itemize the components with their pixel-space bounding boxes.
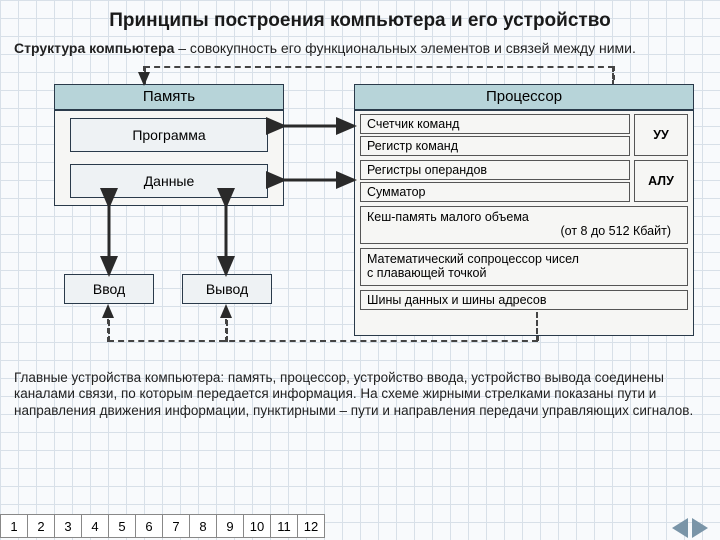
nav-buttons [672, 518, 708, 538]
prev-icon[interactable] [672, 518, 688, 538]
arrows-layer [14, 64, 706, 364]
page-9[interactable]: 9 [216, 514, 244, 538]
page-3[interactable]: 3 [54, 514, 82, 538]
page-2[interactable]: 2 [27, 514, 55, 538]
intro-rest: – совокупность его функциональных элемен… [174, 40, 636, 56]
page-11[interactable]: 11 [270, 514, 298, 538]
page-1[interactable]: 1 [0, 514, 28, 538]
page-8[interactable]: 8 [189, 514, 217, 538]
page-title: Принципы построения компьютера и его уст… [0, 0, 720, 38]
page-4[interactable]: 4 [81, 514, 109, 538]
page-10[interactable]: 10 [243, 514, 271, 538]
diagram: Память Программа Данные Ввод Вывод Проце… [14, 64, 706, 364]
page-6[interactable]: 6 [135, 514, 163, 538]
intro-text: Структура компьютера – совокупность его … [0, 38, 720, 64]
page-7[interactable]: 7 [162, 514, 190, 538]
page-12[interactable]: 12 [297, 514, 325, 538]
page-5[interactable]: 5 [108, 514, 136, 538]
footer-text: Главные устройства компьютера: память, п… [0, 364, 720, 425]
intro-bold: Структура компьютера [14, 40, 174, 56]
pager: 1 2 3 4 5 6 7 8 9 10 11 12 [0, 514, 720, 540]
next-icon[interactable] [692, 518, 708, 538]
